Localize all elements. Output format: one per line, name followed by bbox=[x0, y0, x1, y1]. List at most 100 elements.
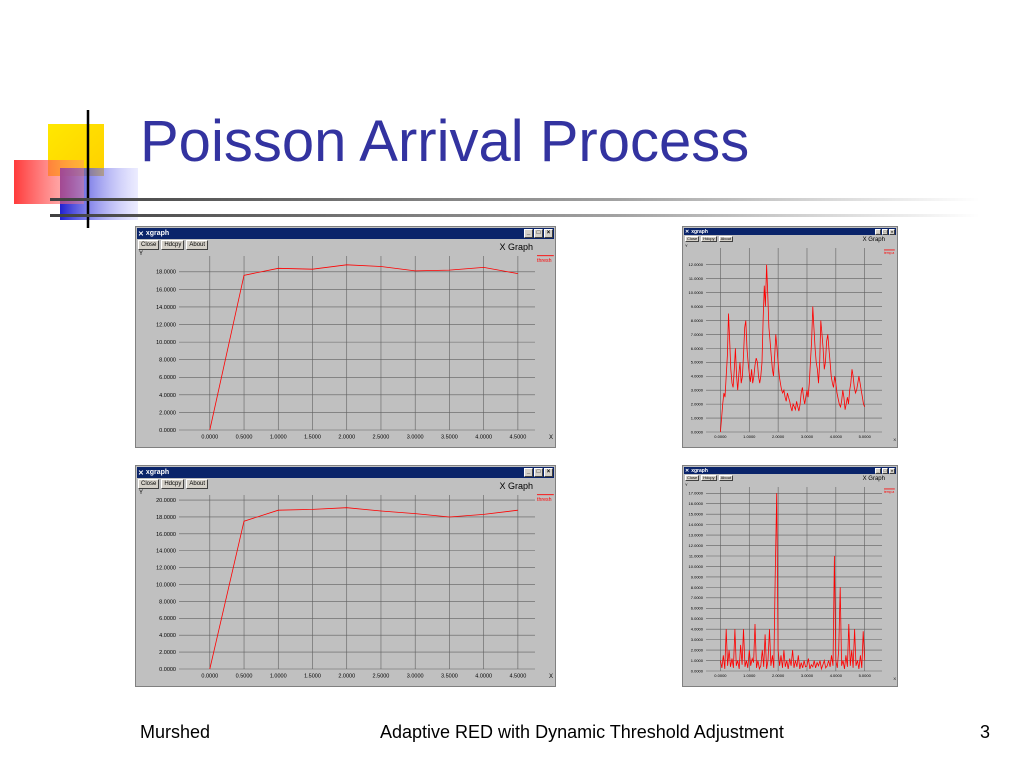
y-tick-label: 8.0000 bbox=[159, 599, 176, 605]
xgraph-toolbar: Close Hdcpy About bbox=[685, 236, 734, 242]
x-tick-label: 5.0000 bbox=[859, 434, 872, 439]
window-title: xgraph bbox=[691, 467, 708, 474]
xgraph-toolbar: Close Hdcpy About bbox=[138, 479, 209, 489]
x-tick-label: 4.0000 bbox=[830, 434, 843, 439]
close-button[interactable]: Close bbox=[138, 479, 160, 489]
footer-author: Murshed bbox=[140, 722, 211, 742]
x-tick-label: 1.5000 bbox=[304, 435, 321, 441]
x-tick-label: 3.5000 bbox=[441, 435, 458, 441]
y-tick-label: 8.0000 bbox=[691, 318, 704, 323]
series-line-thresh bbox=[209, 507, 518, 670]
x-axis-label: X bbox=[548, 674, 553, 680]
x-tick-label: 2.5000 bbox=[373, 435, 390, 441]
corner-decoration bbox=[14, 110, 138, 228]
xgraph-app-icon: ✕ bbox=[685, 228, 690, 235]
y-tick-label: 7.0000 bbox=[691, 332, 704, 337]
y-tick-label: 2.0000 bbox=[691, 647, 704, 652]
x-axis-label: X bbox=[893, 676, 896, 681]
xgraph-window-1: ✕ xgraph _ □ × Close Hdcpy About X Graph… bbox=[135, 226, 556, 448]
xgraph-app-icon: ✕ bbox=[685, 467, 690, 474]
hdcpy-button[interactable]: Hdcpy bbox=[161, 240, 185, 250]
x-tick-label: 0.5000 bbox=[236, 435, 253, 441]
x-tick-label: 4.0000 bbox=[475, 435, 492, 441]
hdcpy-button[interactable]: Hdcpy bbox=[161, 479, 185, 489]
y-tick-label: 18.0000 bbox=[156, 515, 176, 521]
y-tick-label: 1.0000 bbox=[691, 658, 704, 663]
x-tick-label: 5.0000 bbox=[859, 673, 872, 678]
x-tick-label: 2.5000 bbox=[373, 674, 390, 680]
x-tick-label: 1.0000 bbox=[743, 434, 756, 439]
y-tick-label: 5.0000 bbox=[691, 360, 704, 365]
close-window-button[interactable]: × bbox=[544, 468, 553, 477]
y-tick-label: 2.0000 bbox=[159, 650, 176, 656]
x-tick-label: 4.0000 bbox=[475, 674, 492, 680]
close-button[interactable]: Close bbox=[138, 240, 160, 250]
y-tick-label: 3.0000 bbox=[691, 637, 704, 642]
y-tick-label: 1.0000 bbox=[691, 415, 704, 420]
window-title: xgraph bbox=[145, 230, 170, 237]
x-tick-label: 0.5000 bbox=[236, 674, 253, 680]
y-axis-label: Y bbox=[139, 251, 144, 257]
close-button[interactable]: Close bbox=[685, 475, 700, 481]
xgraph-app-icon: ✕ bbox=[138, 469, 144, 477]
y-tick-label: 5.0000 bbox=[691, 616, 704, 621]
graph-title: X Graph bbox=[862, 237, 885, 243]
y-tick-label: 4.0000 bbox=[691, 374, 704, 379]
x-tick-label: 2.0000 bbox=[772, 434, 785, 439]
window-titlebar: ✕ xgraph _ □ × bbox=[137, 228, 554, 239]
graph-title: X Graph bbox=[862, 476, 885, 482]
y-tick-label: 12.0000 bbox=[156, 322, 176, 328]
y-tick-label: 10.0000 bbox=[156, 340, 176, 346]
hdcpy-button[interactable]: Hdcpy bbox=[701, 475, 717, 481]
close-button[interactable]: Close bbox=[685, 236, 700, 242]
plot-area: 0.0000 1.0000 2.0000 3.0000 4.0000 5.0000 0.00… bbox=[689, 248, 895, 439]
y-axis-label: Y bbox=[685, 482, 688, 487]
y-tick-label: 9.0000 bbox=[691, 574, 704, 579]
window-titlebar: ✕ xgraph _ □ × bbox=[684, 228, 896, 235]
minimize-button[interactable]: _ bbox=[875, 228, 881, 235]
maximize-button[interactable]: □ bbox=[882, 228, 888, 235]
y-tick-label: 18.0000 bbox=[156, 270, 176, 276]
hdcpy-button[interactable]: Hdcpy bbox=[701, 236, 717, 242]
y-tick-label: 11.0000 bbox=[689, 553, 704, 558]
minimize-button[interactable]: _ bbox=[875, 467, 881, 474]
y-tick-label: 7.0000 bbox=[691, 595, 704, 600]
about-button[interactable]: About bbox=[186, 240, 209, 250]
maximize-button[interactable]: □ bbox=[882, 467, 888, 474]
footer-slide-number: 3 bbox=[980, 722, 991, 742]
y-tick-label: 4.0000 bbox=[159, 393, 176, 399]
close-window-button[interactable]: × bbox=[544, 229, 553, 238]
y-tick-label: 10.0000 bbox=[689, 290, 704, 295]
x-tick-label: 0.0000 bbox=[714, 673, 727, 678]
y-tick-label: 4.0000 bbox=[159, 633, 176, 639]
about-button[interactable]: About bbox=[718, 475, 734, 481]
y-tick-label: 16.0000 bbox=[156, 532, 176, 538]
x-tick-label: 3.0000 bbox=[801, 673, 814, 678]
y-axis-label: Y bbox=[685, 243, 688, 248]
about-button[interactable]: About bbox=[186, 479, 209, 489]
maximize-button[interactable]: □ bbox=[534, 229, 543, 238]
x-tick-label: 3.0000 bbox=[407, 435, 424, 441]
x-tick-label: 4.5000 bbox=[509, 674, 526, 680]
x-tick-label: 4.0000 bbox=[830, 673, 843, 678]
y-tick-label: 2.0000 bbox=[159, 410, 176, 416]
y-tick-label: 16.0000 bbox=[156, 287, 176, 293]
window-titlebar: ✕ xgraph _ □ × bbox=[137, 467, 554, 478]
y-tick-label: 14.0000 bbox=[156, 549, 176, 555]
y-tick-label: 12.0000 bbox=[689, 543, 704, 548]
plot-area: 0.0000 0.5000 1.0000 1.5000 2.0000 2.5000 3.00… bbox=[156, 255, 554, 441]
close-window-button[interactable]: × bbox=[889, 228, 895, 235]
minimize-button[interactable]: _ bbox=[524, 468, 533, 477]
x-tick-label: 2.0000 bbox=[772, 673, 785, 678]
y-tick-label: 2.0000 bbox=[691, 402, 704, 407]
y-tick-label: 14.0000 bbox=[156, 305, 176, 311]
y-tick-label: 0.0000 bbox=[159, 667, 176, 673]
y-tick-label: 10.0000 bbox=[156, 582, 176, 588]
minimize-button[interactable]: _ bbox=[524, 229, 533, 238]
y-tick-label: 6.0000 bbox=[159, 375, 176, 381]
x-axis-label: X bbox=[893, 437, 896, 442]
about-button[interactable]: About bbox=[718, 236, 734, 242]
maximize-button[interactable]: □ bbox=[534, 468, 543, 477]
close-window-button[interactable]: × bbox=[889, 467, 895, 474]
y-tick-label: 15.0000 bbox=[689, 512, 704, 517]
